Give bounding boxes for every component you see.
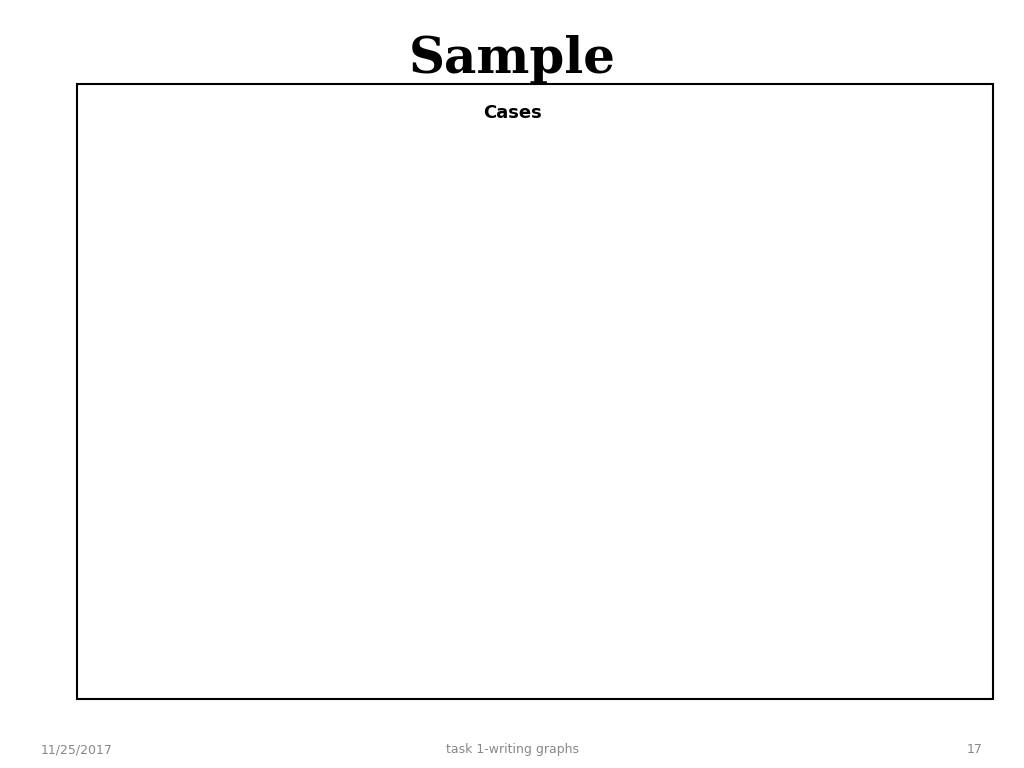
Text: task 1-writing graphs: task 1-writing graphs [445,743,579,756]
Text: 11/25/2017: 11/25/2017 [41,743,113,756]
Text: Sample: Sample [409,35,615,84]
X-axis label: Incidence of X disease in Someland: Incidence of X disease in Someland [391,639,664,654]
Text: Cases: Cases [482,104,542,121]
Text: 17: 17 [967,743,983,756]
